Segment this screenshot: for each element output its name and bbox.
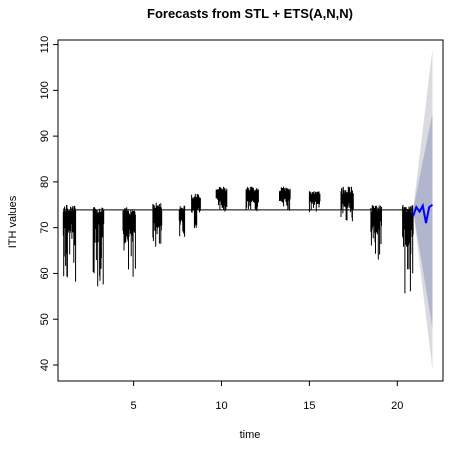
x-axis: 5 10 15 20 <box>131 380 403 412</box>
y-tick-label-70: 70 <box>39 222 51 234</box>
observed-segment-10 <box>308 191 321 213</box>
forecast-interval-80 <box>413 113 433 329</box>
plot-frame <box>57 39 444 382</box>
observed-segment-9 <box>279 186 291 211</box>
chart-title: Forecasts from STL + ETS(A,N,N) <box>147 6 353 21</box>
y-axis: 40 50 60 70 80 90 100 110 <box>39 36 59 371</box>
observed-segment-11 <box>340 186 354 222</box>
x-tick-label-20: 20 <box>391 400 403 412</box>
observed-segment-2 <box>92 207 105 287</box>
y-tick-label-40: 40 <box>39 359 51 371</box>
x-tick-label-5: 5 <box>131 400 137 412</box>
observed-segment-3 <box>122 207 136 277</box>
y-tick-label-90: 90 <box>39 130 51 142</box>
observed-segment-8 <box>245 186 259 212</box>
y-tick-label-100: 100 <box>39 81 51 99</box>
plot-area <box>62 49 434 370</box>
observed-segment-6 <box>191 193 201 229</box>
observed-segment-4 <box>152 202 163 247</box>
x-tick-label-10: 10 <box>215 400 227 412</box>
y-axis-label: ITH values <box>7 195 19 248</box>
y-tick-label-50: 50 <box>39 313 51 325</box>
x-tick-label-15: 15 <box>303 400 315 412</box>
y-tick-label-60: 60 <box>39 267 51 279</box>
observed-segment-1 <box>62 205 77 282</box>
forecast-mean-line <box>412 202 434 224</box>
observed-segment-13 <box>402 204 414 294</box>
observed-segment-5 <box>178 205 186 237</box>
x-axis-label: time <box>240 429 261 441</box>
observed-segment-7 <box>215 186 228 212</box>
y-tick-label-80: 80 <box>39 176 51 188</box>
observed-segment-12 <box>370 205 382 260</box>
y-tick-label-110: 110 <box>39 36 51 54</box>
